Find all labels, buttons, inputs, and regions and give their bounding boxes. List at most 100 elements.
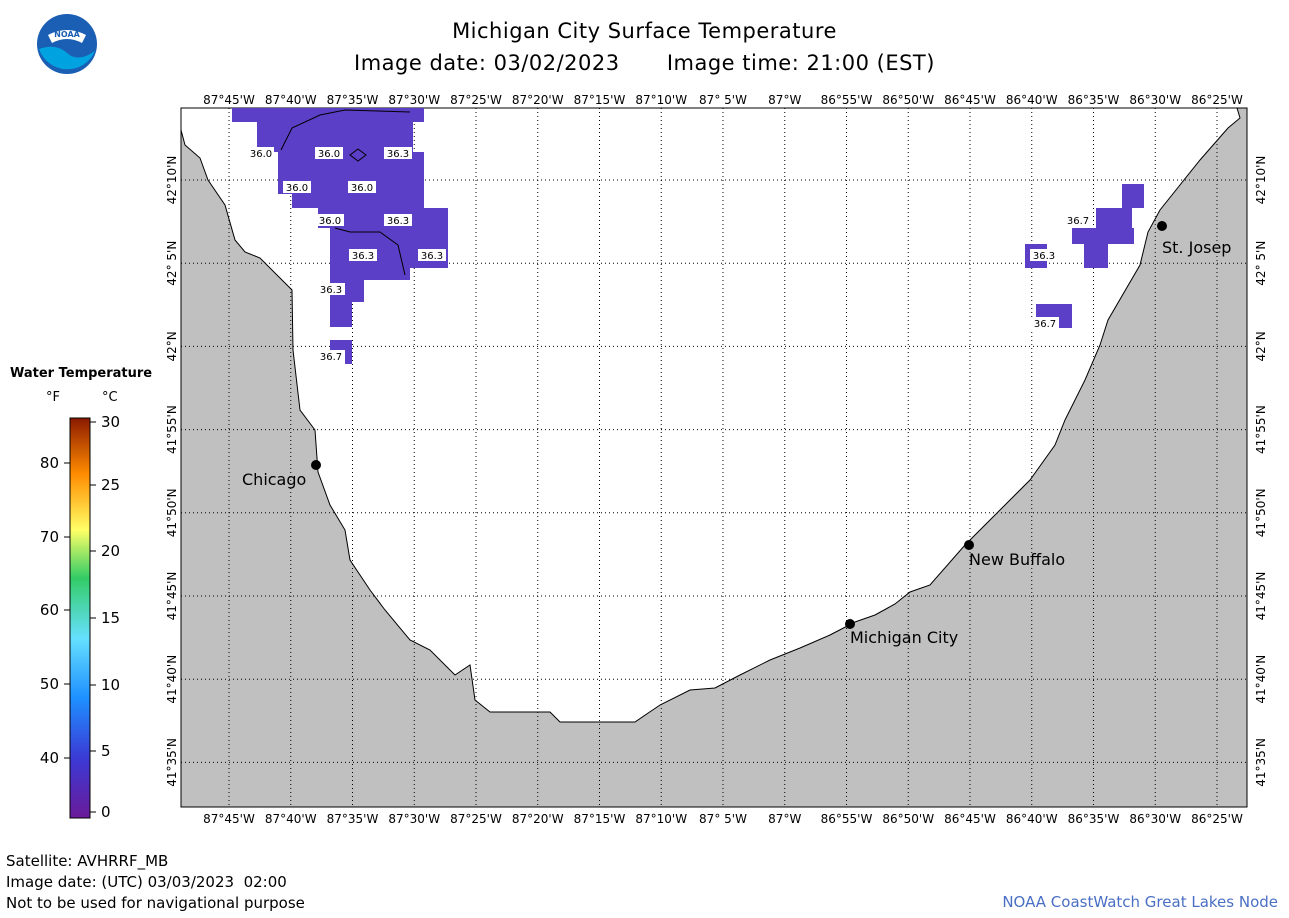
latitude-label: 41°55'N <box>165 405 179 454</box>
map-title: Michigan City Surface Temperature <box>452 19 837 43</box>
celsius-tick: 15 <box>101 609 120 627</box>
longitude-label: 86°40'W <box>1006 812 1058 826</box>
noaa-logo-icon: NOAA <box>37 14 97 74</box>
latitude-label: 41°35'N <box>1254 738 1268 787</box>
latitude-label: 41°50'N <box>1254 488 1268 537</box>
temp-label: 36.7 <box>1064 214 1092 227</box>
longitude-labels-bottom: 87°45'W 87°40'W 87°35'W 87°30'W 87°25'W 87°20… <box>203 812 1243 826</box>
longitude-label: 86°40'W <box>1006 93 1058 107</box>
image-time: Image time: 21:00 (EST) <box>666 51 935 75</box>
svg-text:36.0: 36.0 <box>318 149 340 160</box>
svg-text:36.7: 36.7 <box>1034 319 1056 330</box>
longitude-label: 87°40'W <box>265 812 317 826</box>
temp-label: 36.7 <box>317 350 345 363</box>
image-datetime: Image date: 03/02/2023 Image time: 21:00… <box>0 51 1289 75</box>
longitude-label: 87°35'W <box>327 812 379 826</box>
shoreline-detail <box>280 109 411 276</box>
shoreline-detail <box>349 148 367 162</box>
temperature-labels: 36.0 36.0 36.3 36.0 36.0 36.0 36.3 36.3 … <box>248 147 1092 363</box>
latitude-label: 42°10'N <box>1254 156 1268 205</box>
latitude-label: 42°N <box>165 331 179 361</box>
celsius-tick: 25 <box>101 476 120 494</box>
latitude-label: 42° 5'N <box>165 241 179 286</box>
latitude-labels-right: 42°10'N 42° 5'N 42°N 41°55'N 41°50'N 41°45'N 4… <box>1254 156 1268 787</box>
temperature-colorbar <box>69 417 91 819</box>
longitude-label: 87°30'W <box>388 93 440 107</box>
city-new-buffalo: New Buffalo <box>964 540 1065 569</box>
latitude-label: 41°40'N <box>1254 655 1268 704</box>
svg-text:36.7: 36.7 <box>320 352 342 363</box>
temp-label: 36.3 <box>384 214 412 227</box>
longitude-label: 87°10'W <box>635 93 687 107</box>
utc-image-date: Image date: (UTC) 03/03/2023 02:00 <box>6 873 287 891</box>
temp-label: 36.3 <box>418 249 446 262</box>
longitude-label: 87°15'W <box>574 93 626 107</box>
longitude-label: 87°15'W <box>574 812 626 826</box>
svg-text:36.0: 36.0 <box>319 216 341 227</box>
svg-text:36.3: 36.3 <box>387 216 409 227</box>
latitude-label: 41°40'N <box>165 655 179 704</box>
svg-text:36.0: 36.0 <box>351 183 373 194</box>
longitude-label: 87°25'W <box>450 812 502 826</box>
fahrenheit-tick: 50 <box>40 675 59 693</box>
temp-label: 36.0 <box>348 181 376 194</box>
city-chicago: Chicago <box>242 460 321 489</box>
latitude-label: 41°45'N <box>165 572 179 621</box>
longitude-label: 87° 5'W <box>699 93 747 107</box>
svg-text:Michigan City: Michigan City <box>850 628 958 647</box>
svg-text:New Buffalo: New Buffalo <box>969 550 1065 569</box>
longitude-label: 87°20'W <box>512 812 564 826</box>
svg-text:36.7: 36.7 <box>1067 216 1089 227</box>
temperature-pixels <box>232 108 1144 364</box>
longitude-label: 86°30'W <box>1129 93 1181 107</box>
city-st-joseph: St. Josep <box>1157 221 1231 257</box>
longitude-label: 86°35'W <box>1068 93 1120 107</box>
longitude-label: 87°40'W <box>265 93 317 107</box>
svg-text:Chicago: Chicago <box>242 470 306 489</box>
longitude-label: 86°50'W <box>882 93 934 107</box>
latitude-label: 41°35'N <box>165 738 179 787</box>
legend-title: Water Temperature <box>10 366 153 381</box>
noaa-logo-text: NOAA <box>54 30 80 39</box>
latitude-label: 41°45'N <box>1254 572 1268 621</box>
temp-label: 36.3 <box>1030 249 1058 262</box>
svg-text:36.0: 36.0 <box>250 149 272 160</box>
temp-label: 36.3 <box>349 249 377 262</box>
longitude-label: 87°25'W <box>450 93 502 107</box>
fahrenheit-tick: 80 <box>40 454 59 472</box>
longitude-label: 87°45'W <box>203 812 255 826</box>
temp-label: 36.3 <box>317 283 345 296</box>
temp-label: 36.0 <box>248 147 274 160</box>
longitude-label: 86°50'W <box>882 812 934 826</box>
svg-text:36.0: 36.0 <box>286 183 308 194</box>
longitude-label: 87°20'W <box>512 93 564 107</box>
longitude-label: 87° 5'W <box>699 812 747 826</box>
svg-text:36.3: 36.3 <box>387 149 409 160</box>
svg-text:St. Josep: St. Josep <box>1162 238 1231 257</box>
latitude-label: 42° 5'N <box>1254 241 1268 286</box>
fahrenheit-tick: 40 <box>40 749 59 767</box>
latitude-label: 42°10'N <box>165 156 179 205</box>
celsius-tick: 30 <box>101 413 120 431</box>
longitude-label: 86°55'W <box>821 812 873 826</box>
legend-unit-c: °C <box>102 390 118 405</box>
longitude-label: 86°25'W <box>1191 93 1243 107</box>
longitude-label: 86°35'W <box>1068 812 1120 826</box>
latitude-label: 41°55'N <box>1254 405 1268 454</box>
longitude-label: 87°W <box>768 93 801 107</box>
temp-label: 36.0 <box>315 147 343 160</box>
longitude-label: 87°35'W <box>327 93 379 107</box>
celsius-tick: 5 <box>101 742 111 760</box>
latitude-label: 42°N <box>1254 331 1268 361</box>
longitude-labels-top: 87°45'W 87°40'W 87°35'W 87°30'W 87°25'W 87°20… <box>203 93 1243 107</box>
longitude-label: 86°25'W <box>1191 812 1243 826</box>
svg-text:36.3: 36.3 <box>320 285 342 296</box>
longitude-label: 87°30'W <box>388 812 440 826</box>
svg-text:36.3: 36.3 <box>421 251 443 262</box>
legend-unit-f: °F <box>46 390 60 405</box>
longitude-label: 86°45'W <box>944 812 996 826</box>
svg-text:36.3: 36.3 <box>352 251 374 262</box>
navigation-disclaimer: Not to be used for navigational purpose <box>6 894 305 912</box>
